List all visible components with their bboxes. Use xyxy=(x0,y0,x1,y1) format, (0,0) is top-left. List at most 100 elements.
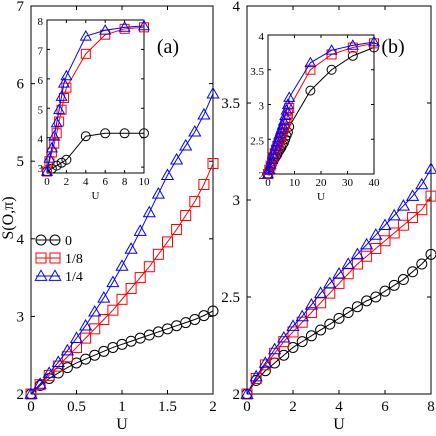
inset-0-series-2-point xyxy=(99,24,112,35)
panel-1-x-tick-label: 6 xyxy=(381,399,389,415)
panel-0-series-1-point xyxy=(152,248,164,260)
inset-0-x-tick-label: 2 xyxy=(64,176,70,188)
inset-1-x-tick-label: 20 xyxy=(316,177,328,189)
inset-0-series-2-point xyxy=(55,90,68,101)
inset-0-y-tick-label: 6 xyxy=(38,75,44,87)
panel-0-y-tick-label: 5 xyxy=(17,154,25,170)
panel-1-series-0-point xyxy=(342,307,354,319)
inset-0-x-tick-label: 10 xyxy=(139,176,151,188)
inset-0-series-0-point xyxy=(56,157,67,168)
panel-0-x-tick-label: 0 xyxy=(27,399,35,415)
inset-0-x-tick-label: 8 xyxy=(122,176,128,188)
inset-0-series-2-point xyxy=(137,19,151,31)
panel-1-series-line-2 xyxy=(246,168,432,395)
panel-0-y-tick-label: 6 xyxy=(17,77,25,93)
panel-1-series-2-point xyxy=(267,342,282,355)
inset-0-series-2-point xyxy=(50,116,63,128)
panel-0-series-2-point xyxy=(179,138,193,151)
panel-0-series-1-point xyxy=(198,178,210,190)
panel-1-series-0-point xyxy=(379,285,391,297)
inset-0-x-tick-label: 0 xyxy=(44,176,50,188)
inset-1-series-2-point xyxy=(304,56,317,68)
panel-1-series-0-point xyxy=(407,266,419,278)
inset-1-series-2-point xyxy=(281,98,294,109)
panel-1-series-1-point xyxy=(388,227,400,239)
panel-0-y-tick-label: 4 xyxy=(17,232,25,248)
inset-1-x-tick-label: 40 xyxy=(369,177,381,189)
panel-1-series-2-point xyxy=(415,177,429,190)
legend-marker xyxy=(49,234,61,246)
panel-0-series-2-point xyxy=(42,366,56,378)
panel-1-x-tick-label: 8 xyxy=(427,399,435,415)
panel-0-series-2-point xyxy=(51,355,65,367)
panel-0-series-2-point xyxy=(106,275,120,288)
panel-0-series-1-point xyxy=(98,314,110,326)
inset-0-series-1-point xyxy=(51,128,62,139)
panel-0-series-0-point xyxy=(98,345,110,357)
panel-1-y-tick-label: 2.5 xyxy=(221,290,240,306)
inset-1-frame xyxy=(267,34,375,175)
inset-1-series-0-point xyxy=(326,64,337,75)
panel-1-series-2-point xyxy=(350,247,365,260)
panel-0-x-tick-label: 1.5 xyxy=(158,399,177,415)
inset-0-series-0-point xyxy=(139,128,149,139)
y-axis-label: S(O,π) xyxy=(0,196,17,239)
panel-1-x-tick-label: 4 xyxy=(335,399,343,415)
inset-0-series-2-point xyxy=(57,77,71,88)
panel-1-label: (b) xyxy=(381,36,404,58)
panel-1-y-tick-label: 4 xyxy=(233,0,241,15)
inset-0-x-tick-label: 4 xyxy=(83,176,89,188)
panel-1-x-tick-label: 0 xyxy=(243,399,251,415)
panel-0-y-tick-label: 3 xyxy=(17,309,25,325)
inset-1-y-tick-label: 2 xyxy=(259,170,265,182)
panel-1-series-2-point xyxy=(313,286,328,298)
panel-0-series-0-point xyxy=(52,367,64,379)
panel-1-series-2-point xyxy=(277,330,291,343)
panel-1-series-1-point xyxy=(259,359,271,371)
panel-1-y-tick-label: 3.5 xyxy=(221,96,240,112)
panel-0-series-2-point xyxy=(97,291,111,303)
panel-0-series-2-point xyxy=(160,168,175,180)
panel-1-series-1-point xyxy=(397,219,409,231)
inset-0-series-line-2 xyxy=(46,25,145,172)
panel-1-series-0-point xyxy=(315,324,327,336)
panel-0-label: (a) xyxy=(157,36,179,58)
panel-0-series-1-point xyxy=(189,196,201,208)
panel-1-series-0-point xyxy=(305,330,317,342)
inset-0-series-1-point xyxy=(80,48,91,59)
legend-marker xyxy=(35,234,47,246)
inset-0-series-line-0 xyxy=(46,132,144,172)
panel-0-y-tick-label: 2 xyxy=(17,387,25,403)
panel-0-series-1-point xyxy=(134,272,146,284)
inset-1-y-tick-label: 3.5 xyxy=(250,66,264,78)
inset-0-series-1-point xyxy=(119,23,130,34)
legend-label: 1/8 xyxy=(65,252,83,267)
panel-1-series-2-point xyxy=(286,319,300,331)
inset-0-series-0-point xyxy=(119,128,130,139)
panel-1-series-0-point xyxy=(388,279,400,291)
panel-1-series-2-point xyxy=(359,237,374,250)
panel-1-series-1-point xyxy=(305,307,317,319)
panel-1-series-1-point xyxy=(425,190,436,202)
inset-0-series-0-point xyxy=(80,131,91,142)
panel-0-series-1-point xyxy=(107,304,119,316)
panel-1-series-2-point xyxy=(341,257,355,269)
panel-1-series-1-point xyxy=(250,372,262,384)
panel-1-series-2-point xyxy=(387,208,401,221)
panel-1-series-0-point xyxy=(278,349,290,361)
panel-0-series-0-point xyxy=(89,349,101,361)
inset-0-series-2-point xyxy=(48,130,61,141)
inset-0-series-2-point xyxy=(60,69,73,81)
inset-0-series-2-point xyxy=(53,103,66,115)
panel-0-y-tick-label: 7 xyxy=(17,0,25,15)
inset-1-x-tick-label: 0 xyxy=(265,177,271,189)
legend-label: 1/4 xyxy=(65,270,83,285)
inset-0-series-1-point xyxy=(56,104,67,115)
panel-1-x-axis-label: U xyxy=(333,416,345,433)
panel-0-series-1-point xyxy=(116,293,128,305)
panel-0-x-tick-label: 2 xyxy=(209,399,217,415)
inset-1-series-2-point xyxy=(277,114,290,126)
inset-1-series-1-point xyxy=(369,38,379,49)
panel-0-series-1-point xyxy=(143,261,155,273)
